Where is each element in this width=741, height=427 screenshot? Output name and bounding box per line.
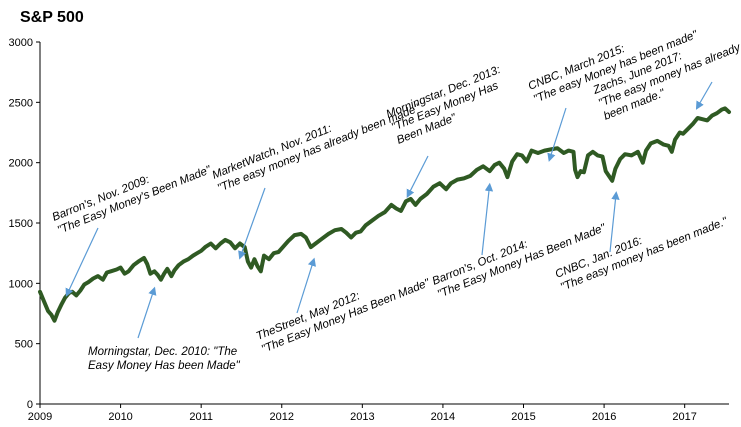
x-tick-label: 2016 (592, 411, 616, 423)
x-tick-label: 2011 (189, 411, 213, 423)
x-tick-label: 2013 (350, 411, 374, 423)
annotation-thestreet-2012: TheStreet, May 2012:"The Easy Money Has … (255, 277, 433, 356)
y-tick-label: 1000 (9, 278, 33, 290)
series-layer (38, 106, 731, 323)
annotation-text-line: "The Easy Money Has Been Made" (260, 277, 432, 356)
annotation-text-line: "The easy money has been made." (559, 215, 730, 293)
x-tick-label: 2014 (431, 411, 455, 423)
annotation-arrow-morningstar-2010 (137, 286, 157, 339)
annotation-arrow-zachs-2017 (695, 81, 713, 110)
annotation-morningstar-2010: Morningstar, Dec. 2010: "The Easy Money H… (88, 346, 241, 372)
sp500-series-line (38, 106, 731, 323)
x-tick-label: 2009 (28, 411, 52, 423)
y-tick-label: 2500 (9, 97, 33, 109)
annotation-marketwatch-2011: MarketWatch, Nov. 2011:"The easy money h… (211, 102, 422, 195)
annotation-arrow-barrons-2009 (65, 227, 99, 297)
x-tick-label: 2010 (108, 411, 132, 423)
y-tick-label: 1500 (9, 218, 33, 230)
y-tick-label: 3000 (9, 37, 33, 49)
x-tick-label: 2015 (511, 411, 535, 423)
annotation-arrow-thestreet-2012 (296, 257, 316, 314)
annotation-arrow-cnbc-2015 (547, 107, 567, 162)
x-tick-label: 2017 (672, 411, 696, 423)
x-tick-label: 2012 (270, 411, 294, 423)
y-tick-label: 500 (15, 339, 33, 351)
annotation-arrow-marketwatch-2011 (238, 187, 266, 260)
annotation-arrow-cnbc-2016 (609, 191, 620, 253)
annotation-text-line: Morningstar, Dec. 2010: "The (88, 346, 237, 358)
annotation-arrow-morningstar-2013 (406, 155, 429, 198)
annotation-text-line: Easy Money Has been Made" (88, 360, 241, 372)
annotation-cnbc-2016: CNBC, Jan. 2016:"The easy money has been… (554, 215, 730, 293)
annotation-morningstar-2013: Morningstar, Dec. 2013:"The Easy Money H… (385, 64, 503, 147)
annotation-barrons-2014: Barron's, Oct. 2014:"The Easy Money Has … (431, 222, 609, 301)
chart-title: S&P 500 (20, 9, 84, 26)
annotation-barrons-2009: Barron's, Nov. 2009:"The Easy Money's Be… (51, 164, 214, 237)
annotation-arrow-barrons-2014 (481, 182, 494, 256)
y-tick-label: 0 (27, 399, 33, 411)
y-tick-label: 2000 (9, 158, 33, 170)
annotation-layer: Barron's, Nov. 2009:"The Easy Money's Be… (51, 28, 741, 372)
y-axis-ticks: 0 500 1000 1500 2000 2500 3000 (9, 37, 40, 411)
x-axis-ticks: 2009 2010 2011 2012 2013 2014 2015 2016 2017 (28, 404, 697, 423)
